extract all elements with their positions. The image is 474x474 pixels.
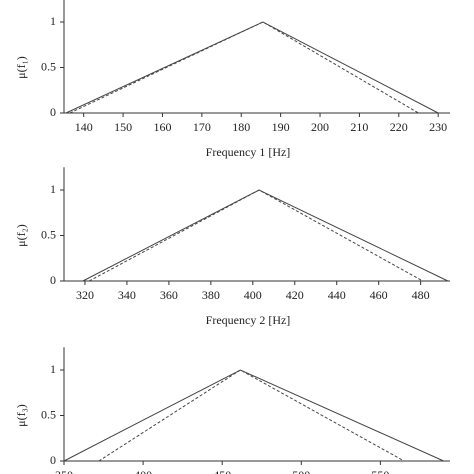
x-axis-label: Frequency 1 [Hz] xyxy=(206,145,291,159)
x-tick-label: 400 xyxy=(134,468,152,474)
y-tick-label: 1 xyxy=(50,362,56,376)
x-axis-label: Frequency 2 [Hz] xyxy=(206,313,291,327)
series-line xyxy=(69,21,419,114)
x-tick-label: 160 xyxy=(153,120,171,134)
y-tick-label: 0 xyxy=(50,273,56,287)
x-tick-label: 140 xyxy=(75,120,93,134)
y-tick-label: 0.5 xyxy=(41,227,56,241)
x-tick-label: 220 xyxy=(390,120,408,134)
x-tick-label: 340 xyxy=(118,288,136,302)
x-tick-label: 440 xyxy=(328,288,346,302)
y-tick-label: 0.5 xyxy=(41,59,56,73)
y-tick-label: 0 xyxy=(50,453,56,467)
x-tick-label: 400 xyxy=(244,288,262,302)
x-tick-label: 450 xyxy=(213,468,231,474)
series-line xyxy=(82,189,449,282)
y-tick-label: 0.5 xyxy=(41,407,56,421)
x-tick-label: 480 xyxy=(412,288,430,302)
y-tick-label: 1 xyxy=(50,14,56,28)
y-tick-label: 0 xyxy=(50,105,56,119)
series-line xyxy=(63,369,444,462)
x-tick-label: 230 xyxy=(429,120,447,134)
y-axis-label: μ(f₁) xyxy=(14,56,28,79)
x-tick-label: 170 xyxy=(193,120,211,134)
x-tick-label: 420 xyxy=(286,288,304,302)
x-tick-label: 380 xyxy=(202,288,220,302)
x-tick-label: 210 xyxy=(350,120,368,134)
x-tick-label: 180 xyxy=(232,120,250,134)
x-tick-label: 350 xyxy=(55,468,73,474)
y-tick-label: 1 xyxy=(50,182,56,196)
series-line xyxy=(65,21,439,114)
x-tick-label: 550 xyxy=(371,468,389,474)
y-axis-label: μ(f₃) xyxy=(14,404,28,427)
x-tick-label: 200 xyxy=(311,120,329,134)
x-tick-label: 500 xyxy=(292,468,310,474)
series-line xyxy=(98,369,405,462)
x-tick-label: 360 xyxy=(160,288,178,302)
x-tick-label: 150 xyxy=(114,120,132,134)
x-tick-label: 320 xyxy=(76,288,94,302)
x-tick-label: 190 xyxy=(272,120,290,134)
x-tick-label: 460 xyxy=(370,288,388,302)
series-line xyxy=(88,189,423,282)
y-axis-label: μ(f₂) xyxy=(14,224,28,247)
